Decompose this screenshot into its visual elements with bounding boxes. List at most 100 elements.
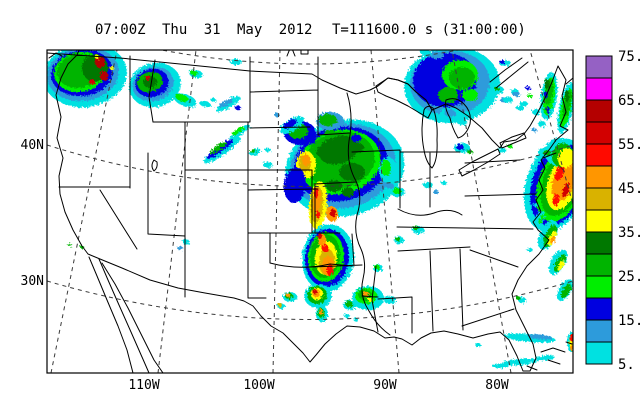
echo-cell xyxy=(562,90,572,118)
colorbar-label: 5. xyxy=(618,357,635,373)
echo-cell xyxy=(433,190,439,194)
echo-cell xyxy=(235,106,241,110)
echo-cell xyxy=(175,93,189,103)
lat-tick-label: 30N xyxy=(21,274,44,289)
echo-cell xyxy=(516,105,524,111)
echo-cell xyxy=(544,79,550,89)
echo-cell xyxy=(89,79,95,85)
colorbar-scale-labels: 75. 65. 55. 45. 35. 25. 15. 5. xyxy=(618,49,640,373)
echo-cell xyxy=(560,283,572,299)
echo-cell xyxy=(546,107,550,113)
echo-cell xyxy=(313,289,317,295)
colorbar-label: 25. xyxy=(618,269,640,285)
echo-cell xyxy=(318,135,358,165)
echo-cell xyxy=(518,297,526,303)
parallel-30n xyxy=(47,280,573,320)
echo-cell xyxy=(420,50,430,55)
echo-cell xyxy=(352,143,364,153)
meridian-110w xyxy=(157,50,197,373)
colorbar-swatch xyxy=(585,253,613,277)
echo-cell xyxy=(230,59,242,65)
colorbar-label: 75. xyxy=(618,49,640,65)
echo-cell xyxy=(263,162,273,168)
mississippi-river xyxy=(346,92,391,336)
colorbar-label: 55. xyxy=(618,137,640,153)
state-borders xyxy=(58,55,537,334)
echo-cell xyxy=(456,144,464,150)
echo-cell xyxy=(457,119,467,125)
echo-cell xyxy=(525,86,531,90)
echo-cell xyxy=(531,128,537,132)
echo-cell xyxy=(532,109,540,115)
echo-cell xyxy=(498,147,506,153)
graticule-layer xyxy=(47,50,573,373)
echo-cell xyxy=(302,154,310,166)
caribbean-islands xyxy=(526,341,573,371)
echo-cell xyxy=(278,303,282,307)
us-outline-path xyxy=(47,50,569,372)
title-datetime: 07:00Z Thu 31 May 2012 xyxy=(95,22,312,38)
echo-cell xyxy=(413,226,419,230)
baja-and-mexico-coast xyxy=(88,256,164,373)
echo-cell xyxy=(95,56,105,68)
echo-cell xyxy=(110,66,114,70)
parallel-40n xyxy=(47,144,573,187)
title-sim-time: T=111600.0 s (31:00:00) xyxy=(332,22,526,38)
echo-cell xyxy=(342,187,354,197)
echo-cell xyxy=(283,167,307,203)
colorbar-swatch xyxy=(585,99,613,123)
echo-cell xyxy=(374,264,380,270)
colorbar-label: 45. xyxy=(618,181,640,197)
geography-layer xyxy=(47,50,573,373)
colorbar-swatch xyxy=(585,143,613,167)
echo-cell xyxy=(250,148,256,154)
colorbar-swatch xyxy=(585,55,613,79)
echo-cell xyxy=(319,309,323,315)
echo-cell xyxy=(565,90,569,102)
echo-cell xyxy=(381,160,391,176)
echo-cell xyxy=(538,121,546,127)
echo-cell xyxy=(550,236,556,244)
echo-cell xyxy=(210,98,216,102)
radar-echo-layer xyxy=(47,50,573,368)
echo-cell xyxy=(265,148,271,152)
meridian-80w xyxy=(451,50,512,373)
echo-cell xyxy=(316,211,320,219)
meridian-90w xyxy=(370,50,400,373)
echo-cell xyxy=(535,355,555,361)
echo-cell xyxy=(475,343,481,347)
colorbar-label: 35. xyxy=(618,225,640,241)
colorbar-swatch xyxy=(585,77,613,101)
echo-cell xyxy=(516,296,520,300)
great-salt-lake xyxy=(151,159,158,172)
colorbar-swatch xyxy=(585,275,613,299)
echo-cell xyxy=(344,314,350,318)
colorbar-label: 15. xyxy=(618,313,640,329)
echo-cell xyxy=(538,214,544,224)
echo-cell xyxy=(512,91,520,97)
echo-cell xyxy=(100,71,108,81)
colorbar-swatch xyxy=(585,209,613,233)
colorbar-label: 65. xyxy=(618,93,640,109)
echo-cell xyxy=(430,51,444,59)
echo-cell xyxy=(190,70,198,76)
colorbar-swatch xyxy=(585,187,613,211)
echo-cell xyxy=(319,114,337,126)
colorbar-swatch xyxy=(585,121,613,145)
canada-details xyxy=(48,50,573,159)
reflectivity-colorbar xyxy=(585,55,613,365)
colorbar-swatch xyxy=(585,319,613,343)
echo-cell xyxy=(423,182,433,188)
lon-tick-label: 90W xyxy=(373,378,397,393)
echo-cell xyxy=(330,209,336,217)
echo-cell xyxy=(68,243,72,247)
echo-cell xyxy=(462,89,478,101)
echo-cell xyxy=(393,188,401,194)
echo-cell xyxy=(177,246,183,250)
lon-tick-label: 100W xyxy=(243,378,274,393)
echo-cell xyxy=(441,181,447,185)
echo-cell xyxy=(182,239,190,245)
meridian-120w xyxy=(50,50,118,373)
